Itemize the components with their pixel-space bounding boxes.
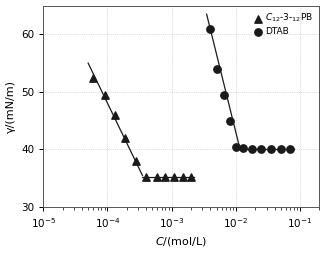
$C_{12}$-3-$_{12}$PB xyxy=(91,75,96,80)
DTAB xyxy=(214,67,219,71)
Y-axis label: γ/(mN/m): γ/(mN/m) xyxy=(6,80,16,133)
DTAB xyxy=(208,27,213,31)
DTAB xyxy=(259,148,264,152)
DTAB xyxy=(278,148,283,152)
X-axis label: $C$/(mol/L): $C$/(mol/L) xyxy=(155,235,207,248)
$C_{12}$-3-$_{12}$PB xyxy=(155,175,160,179)
Legend: $C_{12}$-3-$_{12}$PB, DTAB: $C_{12}$-3-$_{12}$PB, DTAB xyxy=(252,10,315,38)
DTAB xyxy=(233,145,239,149)
$C_{12}$-3-$_{12}$PB xyxy=(172,175,177,179)
$C_{12}$-3-$_{12}$PB xyxy=(112,113,117,117)
$C_{12}$-3-$_{12}$PB xyxy=(188,175,194,179)
DTAB xyxy=(221,93,227,97)
$C_{12}$-3-$_{12}$PB xyxy=(134,159,139,163)
$C_{12}$-3-$_{12}$PB xyxy=(102,93,107,97)
DTAB xyxy=(288,148,293,152)
$C_{12}$-3-$_{12}$PB xyxy=(123,136,128,140)
$C_{12}$-3-$_{12}$PB xyxy=(144,175,149,179)
DTAB xyxy=(227,119,232,123)
DTAB xyxy=(240,146,246,150)
$C_{12}$-3-$_{12}$PB xyxy=(180,175,186,179)
$C_{12}$-3-$_{12}$PB xyxy=(163,175,168,179)
DTAB xyxy=(250,148,255,152)
DTAB xyxy=(268,148,273,152)
